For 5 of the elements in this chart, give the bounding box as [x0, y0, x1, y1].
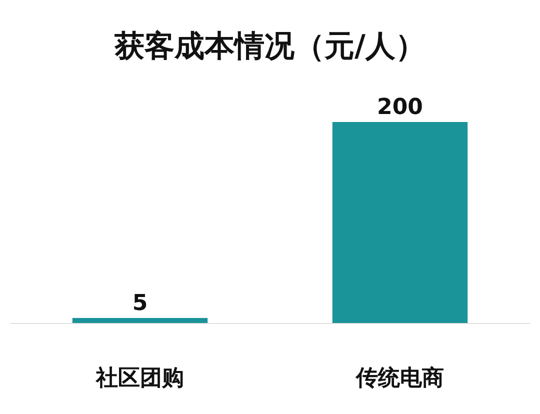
chart-title: 获客成本情况（元/人） [114, 29, 426, 64]
data-label: 5 [132, 290, 148, 316]
data-label: 200 [377, 95, 423, 120]
x-tick-label: 传统电商 [355, 365, 444, 391]
x-tick-label: 社区团购 [95, 366, 184, 391]
